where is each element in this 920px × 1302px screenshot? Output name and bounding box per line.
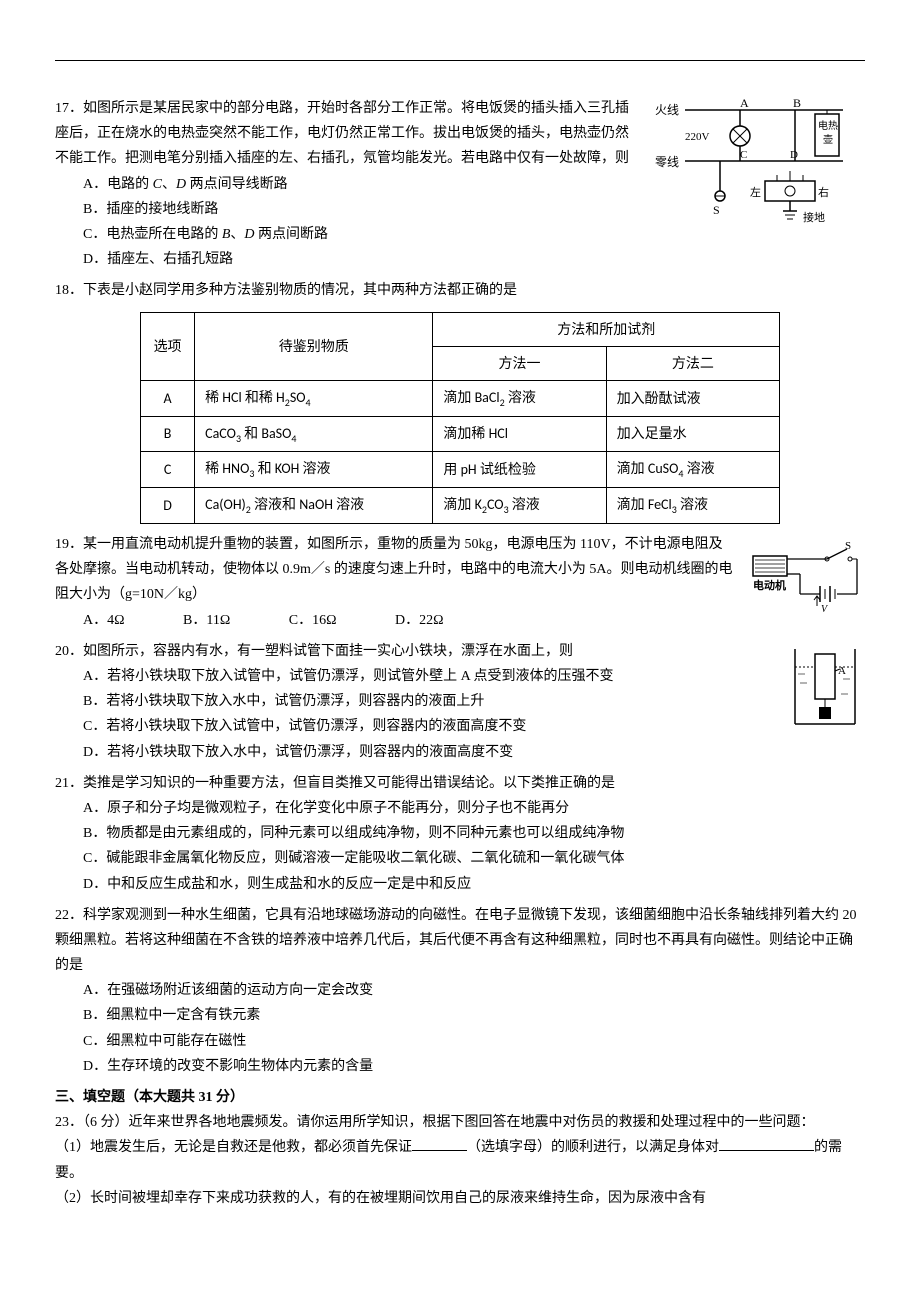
q21-options: A．原子和分子均是微观粒子，在化学变化中原子不能再分，则分子也不能再分 B．物质… [55, 796, 865, 897]
q20-opt-b: B．若将小铁块取下放入水中，试管仍漂浮，则容器内的液面上升 [83, 689, 865, 714]
svg-text:B: B [793, 96, 801, 110]
q23-stem: 近年来世界各地地震频发。请你运用所学知识，根据下图回答在地震中对伤员的救援和处理… [129, 1115, 815, 1130]
q19-opt-a: A．4Ω [83, 608, 125, 633]
svg-text:S: S [845, 540, 851, 552]
svg-text:D: D [790, 149, 798, 161]
question-17: 火线 A B 电热 壶 零线 C D 220V S [55, 96, 865, 272]
q23-num: 23． [55, 1115, 83, 1130]
svg-text:V: V [821, 604, 829, 614]
q22-opt-b: B．细黑粒中一定含有铁元素 [83, 1003, 865, 1028]
cell-sub: 稀 HNO3 和 KOH 溶液 [195, 452, 433, 488]
q17-opt-d: D．插座左、右插孔短路 [83, 247, 865, 272]
question-23: 23．（6 分）近年来世界各地地震频发。请你运用所学知识，根据下图回答在地震中对… [55, 1110, 865, 1211]
q22-opt-a: A．在强磁场附近该细菌的运动方向一定会改变 [83, 978, 865, 1003]
cell-m2: 加入酚酞试液 [606, 380, 779, 416]
q19-opt-c: C．16Ω [289, 608, 337, 633]
th-methods: 方法和所加试剂 [433, 312, 780, 346]
question-18: 18．下表是小赵同学用多种方法鉴别物质的情况，其中两种方法都正确的是 选项 待鉴… [55, 278, 865, 524]
q17-figure: 火线 A B 电热 壶 零线 C D 220V S [645, 96, 865, 235]
cell-opt: A [141, 380, 195, 416]
svg-text:壶: 壶 [823, 133, 833, 146]
q22-opt-c: C．细黑粒中可能存在磁性 [83, 1029, 865, 1054]
q19-figure: 电动机 S V [745, 534, 865, 623]
q21-opt-a: A．原子和分子均是微观粒子，在化学变化中原子不能再分，则分子也不能再分 [83, 796, 865, 821]
circuit-svg: 火线 A B 电热 壶 零线 C D 220V S [645, 96, 865, 226]
svg-text:220V: 220V [685, 131, 710, 143]
q22-opt-d: D．生存环境的改变不影响生物体内元素的含量 [83, 1054, 865, 1079]
q18-table: 选项 待鉴别物质 方法和所加试剂 方法一 方法二 A 稀 HCl 和稀 H2SO… [140, 312, 780, 525]
q19-num: 19． [55, 537, 83, 552]
motor-svg: 电动机 S V [745, 534, 865, 614]
cell-m1: 滴加 K2CO3 溶液 [433, 488, 606, 524]
q21-opt-b: B．物质都是由元素组成的，同种元素可以组成纯净物，则不同种元素也可以组成纯净物 [83, 821, 865, 846]
q22-stem: 科学家观测到一种水生细菌，它具有沿地球磁场游动的向磁性。在电子显微镜下发现，该细… [55, 908, 857, 973]
cell-m2: 滴加 CuSO4 溶液 [606, 452, 779, 488]
q22-options: A．在强磁场附近该细菌的运动方向一定会改变 B．细黑粒中一定含有铁元素 C．细黑… [55, 978, 865, 1079]
cell-m1: 滴加稀 HCl [433, 416, 606, 452]
q23-prefix: （6 分） [83, 1115, 129, 1130]
svg-text:电动机: 电动机 [753, 578, 786, 592]
th-opt: 选项 [141, 312, 195, 380]
q18-stem: 下表是小赵同学用多种方法鉴别物质的情况，其中两种方法都正确的是 [83, 283, 517, 298]
q21-num: 21． [55, 776, 83, 791]
cell-m1: 滴加 BaCl2 溶液 [433, 380, 606, 416]
section-3-title: 三、填空题（本大题共 31 分） [55, 1085, 865, 1110]
cell-m1: 用 pH 试纸检验 [433, 452, 606, 488]
q20-figure: A [785, 639, 865, 743]
cell-m2: 加入足量水 [606, 416, 779, 452]
th-sub: 待鉴别物质 [195, 312, 433, 380]
q20-opt-c: C．若将小铁块取下放入试管中，试管仍漂浮，则容器内的液面高度不变 [83, 714, 865, 739]
table-row: B CaCO3 和 BaSO4 滴加稀 HCl 加入足量水 [141, 416, 780, 452]
question-21: 21．类推是学习知识的一种重要方法，但盲目类推又可能得出错误结论。以下类推正确的… [55, 771, 865, 897]
th-m2: 方法二 [606, 346, 779, 380]
q20-opt-d: D．若将小铁块取下放入水中，试管仍漂浮，则容器内的液面高度不变 [83, 740, 865, 765]
svg-text:接地: 接地 [803, 211, 825, 224]
top-rule [55, 60, 865, 61]
q19-opt-b: B．11Ω [183, 608, 230, 633]
cell-opt: D [141, 488, 195, 524]
table-header-row: 选项 待鉴别物质 方法和所加试剂 [141, 312, 780, 346]
cell-sub: 稀 HCl 和稀 H2SO4 [195, 380, 433, 416]
svg-text:零线: 零线 [655, 155, 679, 169]
svg-text:A: A [838, 665, 846, 677]
svg-text:火线: 火线 [655, 103, 679, 117]
q20-stem: 如图所示，容器内有水，有一塑料试管下面挂一实心小铁块，漂浮在水面上，则 [83, 644, 573, 659]
q23-p1: （1）地震发生后，无论是自救还是他救，都必须首先保证（选填字母）的顺利进行，以满… [55, 1135, 865, 1185]
q23-p2: （2）长时间被埋却幸存下来成功获救的人，有的在被埋期间饮用自己的尿液来维持生命，… [55, 1186, 865, 1211]
table-row: D Ca(OH)2 溶液和 NaOH 溶液 滴加 K2CO3 溶液 滴加 FeC… [141, 488, 780, 524]
q19-opt-d: D．22Ω [395, 608, 444, 633]
blank-field[interactable] [719, 1150, 814, 1151]
svg-text:左: 左 [750, 186, 761, 199]
question-19: 电动机 S V 19．某一用直流电动机提升重物的装置，如图所示，重物的质量为 5… [55, 532, 865, 633]
question-22: 22．科学家观测到一种水生细菌，它具有沿地球磁场游动的向磁性。在电子显微镜下发现… [55, 903, 865, 1079]
q21-stem: 类推是学习知识的一种重要方法，但盲目类推又可能得出错误结论。以下类推正确的是 [83, 776, 615, 791]
svg-text:A: A [740, 96, 749, 110]
svg-text:电热: 电热 [818, 119, 838, 132]
q17-stem: 如图所示是某居民家中的部分电路，开始时各部分工作正常。将电饭煲的插头插入三孔插座… [55, 101, 629, 166]
th-m1: 方法一 [433, 346, 606, 380]
q19-stem: 某一用直流电动机提升重物的装置，如图所示，重物的质量为 50kg，电源电压为 1… [55, 537, 732, 602]
q17-num: 17． [55, 101, 83, 116]
cell-opt: B [141, 416, 195, 452]
cell-sub: CaCO3 和 BaSO4 [195, 416, 433, 452]
svg-text:C: C [740, 149, 747, 161]
q21-opt-c: C．碱能跟非金属氧化物反应，则碱溶液一定能吸收二氧化碳、二氧化硫和一氧化碳气体 [83, 846, 865, 871]
table-row: A 稀 HCl 和稀 H2SO4 滴加 BaCl2 溶液 加入酚酞试液 [141, 380, 780, 416]
q20-num: 20． [55, 644, 83, 659]
question-20: A 20．如图所示，容器内有水，有一塑料试管下面挂一实心小铁块，漂浮在水面上，则… [55, 639, 865, 765]
q18-num: 18． [55, 283, 83, 298]
table-row: C 稀 HNO3 和 KOH 溶液 用 pH 试纸检验 滴加 CuSO4 溶液 [141, 452, 780, 488]
cell-sub: Ca(OH)2 溶液和 NaOH 溶液 [195, 488, 433, 524]
tube-svg: A [785, 639, 865, 734]
cell-opt: C [141, 452, 195, 488]
svg-text:S: S [713, 203, 720, 217]
svg-text:右: 右 [818, 185, 829, 199]
q19-options: A．4Ω B．11Ω C．16Ω D．22Ω [55, 608, 865, 633]
q20-options: A．若将小铁块取下放入试管中，试管仍漂浮，则试管外壁上 A 点受到液体的压强不变… [55, 664, 865, 765]
q21-opt-d: D．中和反应生成盐和水，则生成盐和水的反应一定是中和反应 [83, 872, 865, 897]
q20-opt-a: A．若将小铁块取下放入试管中，试管仍漂浮，则试管外壁上 A 点受到液体的压强不变 [83, 664, 865, 689]
q22-num: 22． [55, 908, 83, 923]
cell-m2: 滴加 FeCl3 溶液 [606, 488, 779, 524]
blank-field[interactable] [412, 1150, 467, 1151]
